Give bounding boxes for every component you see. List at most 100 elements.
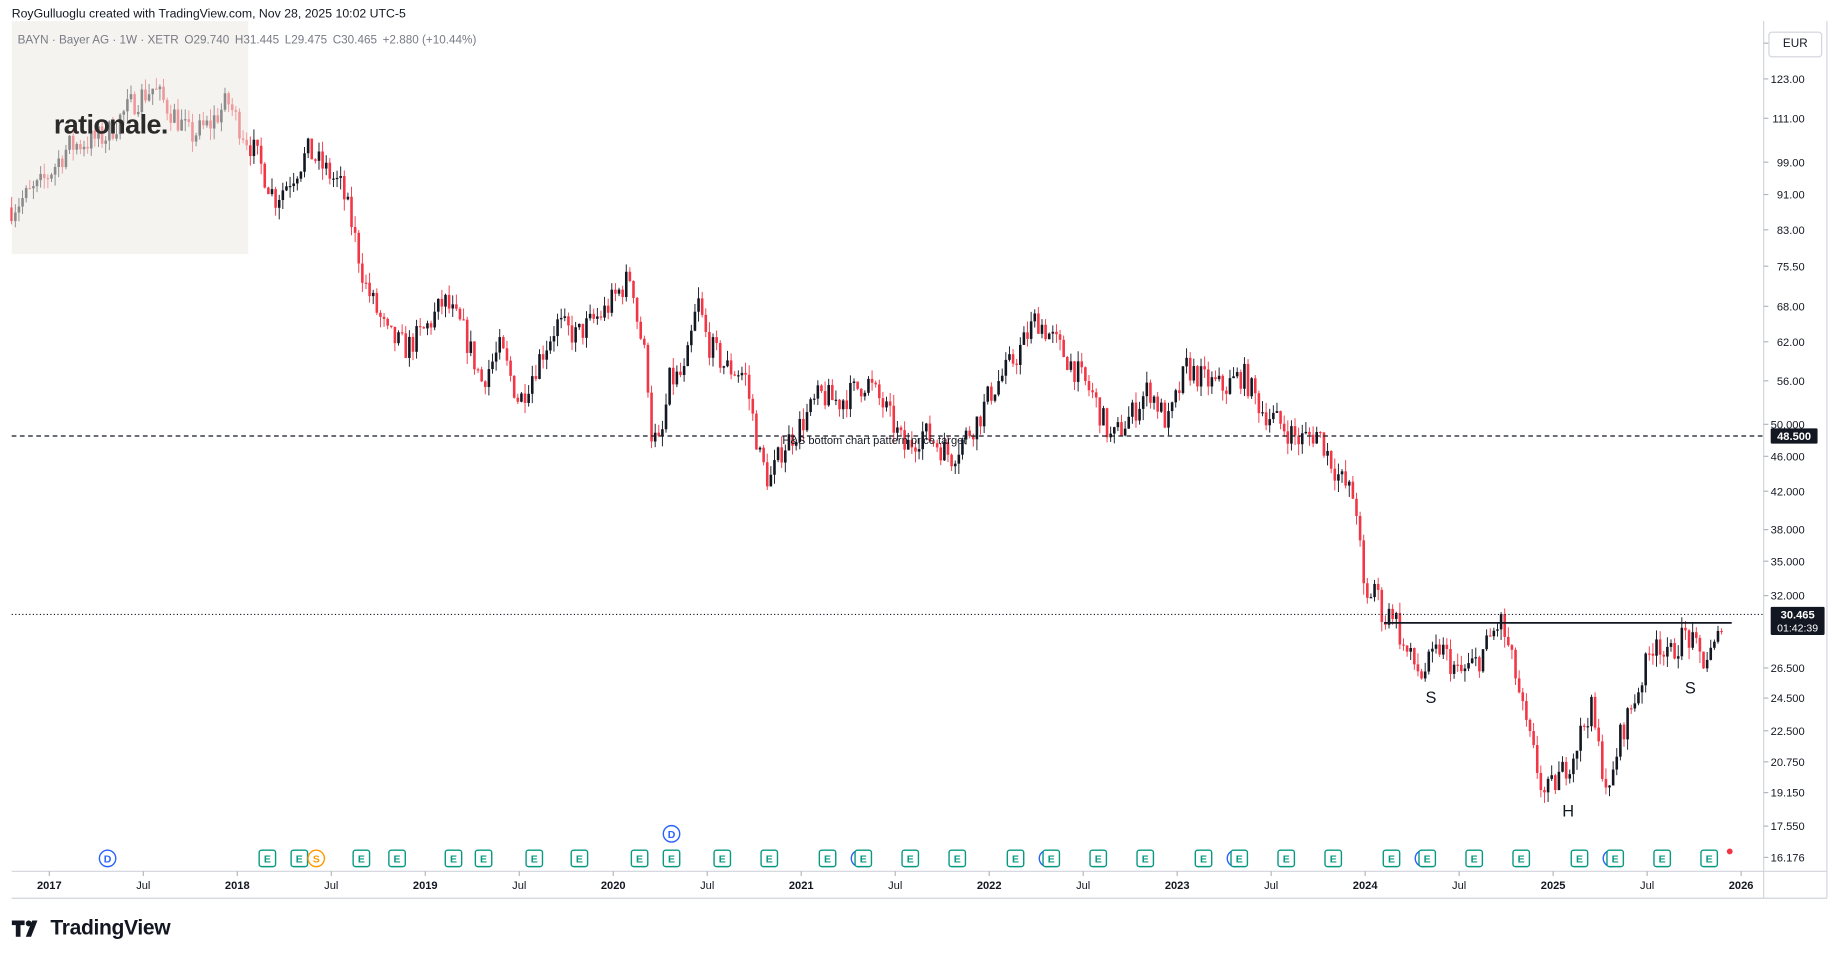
candle-body [1094,392,1098,398]
candle-body [556,319,559,337]
candle-body [1691,632,1694,648]
candle-body [1149,382,1152,403]
x-tick-label: 2019 [413,880,438,892]
candle-body [1543,790,1546,793]
x-tick-label: Jul [888,880,902,892]
candle-body [1644,653,1647,686]
candle-body [733,374,736,376]
candle-body [1297,435,1300,445]
candle-body [1474,657,1478,659]
candle-body [791,434,794,446]
candle-body [306,138,310,154]
y-tick-label: 91.00 [1777,190,1805,202]
candle-body [1203,366,1206,370]
earnings-marker-label: E [1424,854,1431,866]
candle-body [1640,685,1644,693]
candle-body [682,366,686,376]
candle-body [773,460,776,475]
candle-body [1539,772,1543,791]
candle-body [1102,408,1105,426]
candle-body [1709,647,1713,660]
target-price-tag-label: 48.500 [1777,431,1811,443]
candle-body [494,352,498,362]
earnings-marker [1277,849,1296,868]
candle-body [1127,416,1131,429]
candle-body [700,298,704,315]
candle-body [1253,378,1257,394]
earnings-marker [630,849,649,868]
candle-body [1159,402,1163,412]
earnings-marker [352,849,371,868]
candle-body [1496,629,1499,631]
candle-body [690,330,693,346]
y-tick-label: 46.000 [1771,451,1805,463]
currency-selector[interactable]: EUR [1768,31,1823,58]
candle-body [639,321,643,339]
candle-body [1029,321,1033,339]
candle-body [1257,393,1261,414]
candle-body [632,280,635,298]
candle-body [643,338,646,345]
candle-body [1152,396,1156,403]
candle-body [259,145,263,164]
candle-body [1069,361,1073,370]
candle-body [1568,774,1572,779]
candle-body [415,326,418,352]
candle-body [310,138,314,160]
candle-body [1134,402,1138,421]
candle-body [646,344,650,393]
candle-body [299,171,303,179]
candle-body [552,336,556,342]
candle-body [874,382,877,385]
earnings-marker [258,849,277,868]
legend-symbol[interactable]: BAYN · Bayer AG · 1W · XETR [17,33,179,47]
candle-body [997,381,1000,395]
earnings-marker [948,849,967,868]
x-tick-label: 2018 [225,880,250,892]
candle-body [751,398,755,414]
earnings-marker-label: E [1388,854,1395,866]
earnings-marker-label: E [394,854,401,866]
candle-body [1525,701,1528,720]
candle-body [1178,390,1181,393]
candle-body [1658,639,1662,655]
candle-body [361,263,364,283]
candle-body [1416,664,1420,672]
candle-body [1322,432,1326,456]
candle-body [896,427,899,433]
candle-body [1131,402,1134,417]
candle-body [1141,396,1145,409]
candle-body [1528,719,1532,732]
earnings-marker-label: E [296,854,303,866]
candle-body [1564,761,1568,779]
candle-body [1304,431,1308,434]
earnings-marker-label: E [824,854,831,866]
candle-body [1011,354,1015,364]
candle-body [1112,427,1116,434]
candle-body [769,474,773,487]
candle-body [932,441,935,444]
candle-body [1438,644,1441,655]
candle-body [1344,471,1347,486]
candle-body [1246,363,1250,397]
candle-body [1351,481,1355,499]
candle-body [1705,659,1709,669]
candle-body [885,401,888,408]
earnings-marker [1006,849,1025,868]
candle-body [1282,423,1286,432]
candle-body [993,394,997,401]
candle-body [1550,775,1553,779]
y-tick-label: 42.000 [1771,486,1805,498]
earnings-marker [1382,849,1401,868]
candle-body [440,298,444,307]
tradingview-footer[interactable]: TradingView [11,916,171,941]
candle-body [1221,375,1225,391]
candle-body [1420,671,1423,679]
candle-body [617,289,621,294]
candle-body [1373,583,1376,598]
candle-body [1293,426,1297,436]
candle-body [975,416,979,440]
candle-body [1138,408,1141,421]
candle-body [1185,357,1188,367]
